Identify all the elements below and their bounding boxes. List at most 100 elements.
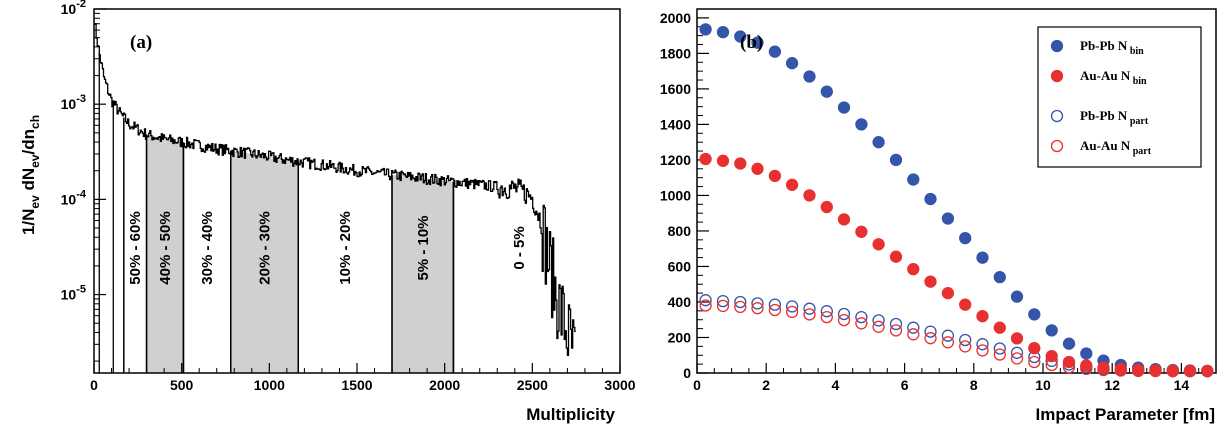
point-au-au-nbin — [1166, 364, 1179, 377]
point-pb-pb-nbin — [820, 85, 833, 98]
legend-marker — [1050, 139, 1064, 153]
y-tick-label: 10-4 — [61, 188, 87, 207]
point-pb-pb-npart — [924, 325, 937, 338]
point-pb-pb-nbin — [1010, 290, 1024, 303]
point-au-au-nbin — [1080, 359, 1093, 372]
band-label: 10% - 20% — [337, 211, 354, 284]
point-pb-pb-npart — [1010, 346, 1024, 359]
band-label: 0 - 5% — [511, 226, 528, 269]
point-au-au-nbin — [924, 275, 937, 288]
point-au-au-nbin — [1132, 363, 1145, 376]
point-au-au-nbin — [907, 262, 920, 276]
legend-label: Pb-Pb N part — [1080, 108, 1149, 127]
point-au-au-npart — [734, 300, 747, 314]
point-au-au-npart — [768, 303, 782, 317]
point-pb-pb-npart — [734, 295, 747, 309]
x-tick-label: 500 — [170, 377, 194, 393]
point-pb-pb-npart — [803, 302, 816, 315]
point-pb-pb-nbin — [855, 118, 868, 131]
y-tick-label: 1000 — [660, 187, 691, 203]
point-au-au-npart — [820, 310, 833, 324]
point-au-au-nbin — [734, 157, 747, 170]
point-au-au-npart — [785, 305, 799, 319]
point-pb-pb-npart — [820, 305, 833, 318]
point-au-au-npart — [837, 313, 851, 327]
point-au-au-nbin — [1062, 355, 1076, 369]
point-pb-pb-npart — [907, 321, 920, 334]
x-tick-label: 10 — [1035, 377, 1051, 393]
panel-a-xlabel: Multiplicity — [526, 405, 615, 424]
y-tick-label: 1200 — [660, 152, 691, 168]
point-pb-pb-nbin — [734, 30, 747, 43]
point-au-au-npart — [1010, 352, 1024, 365]
point-pb-pb-nbin — [803, 70, 816, 83]
point-au-au-npart — [959, 340, 972, 353]
point-pb-pb-nbin — [1062, 337, 1076, 350]
point-pb-pb-nbin — [993, 270, 1006, 284]
band-label: 30% - 40% — [199, 211, 216, 284]
panel-a-ticks: 0 500 1000 1500 2000 2500 3000 10-2 10-3 10-4 10-5 — [61, 0, 636, 393]
point-pb-pb-nbin — [837, 101, 851, 114]
point-pb-pb-npart — [768, 298, 782, 311]
point-pb-pb-npart — [993, 342, 1006, 355]
point-au-au-npart — [907, 328, 920, 341]
point-au-au-nbin — [889, 250, 903, 263]
x-tick-label: 14 — [1174, 377, 1190, 393]
point-pb-pb-nbin — [907, 173, 920, 186]
band-fill — [230, 150, 299, 373]
point-au-au-nbin — [941, 286, 955, 300]
y-tick-label: 1400 — [660, 116, 691, 132]
panel-b: 0 2 4 6 8 10 12 14 0 200 400 600 800 1000 1200 1400 1600… — [660, 8, 1217, 424]
point-au-au-npart — [872, 320, 885, 333]
x-tick-label: 1500 — [341, 377, 372, 393]
y-tick-label: 10-2 — [61, 0, 86, 17]
point-au-au-nbin — [837, 213, 851, 226]
point-au-au-npart — [716, 299, 730, 313]
point-au-au-nbin — [1149, 364, 1162, 377]
band-label: 5% - 10% — [415, 215, 432, 280]
x-tick-label: 8 — [970, 377, 978, 393]
point-pb-pb-npart — [751, 297, 764, 310]
y-tick-label: 1800 — [660, 45, 691, 61]
point-au-au-nbin — [785, 178, 799, 191]
point-pb-pb-nbin — [751, 36, 764, 49]
panel-b-xlabel: Impact Parameter [fm] — [1035, 405, 1215, 424]
point-pb-pb-nbin — [872, 136, 885, 149]
point-au-au-npart — [855, 317, 868, 330]
panel-a-bands — [98, 52, 455, 373]
point-au-au-npart — [803, 308, 816, 321]
point-au-au-npart — [699, 299, 712, 312]
x-tick-label: 0 — [90, 377, 98, 393]
point-au-au-nbin — [993, 321, 1006, 334]
y-tick-label: 600 — [668, 258, 692, 274]
point-au-au-nbin — [959, 298, 972, 311]
point-pb-pb-nbin — [941, 212, 955, 225]
point-pb-pb-npart — [855, 310, 868, 324]
point-pb-pb-nbin — [768, 45, 782, 58]
band-label: 20% - 30% — [257, 211, 274, 284]
x-tick-label: 0 — [693, 377, 701, 393]
point-au-au-nbin — [716, 154, 730, 167]
panel-b-legend: Pb-Pb N bin Au-Au N bin Pb-Pb N part Au-Au … — [1037, 26, 1202, 168]
y-tick-label: 10-5 — [61, 284, 86, 303]
point-au-au-nbin — [803, 189, 816, 202]
point-au-au-npart — [924, 332, 937, 345]
point-pb-pb-npart — [837, 307, 851, 321]
point-pb-pb-npart — [872, 314, 885, 327]
y-tick-label: 1600 — [660, 81, 691, 97]
legend-marker — [1050, 39, 1064, 53]
point-au-au-nbin — [1183, 364, 1197, 378]
legend-marker — [1050, 69, 1064, 83]
point-au-au-nbin — [768, 169, 782, 183]
point-au-au-npart — [976, 344, 989, 357]
band-label: 50% - 60% — [127, 211, 144, 284]
point-au-au-nbin — [1028, 341, 1041, 355]
point-au-au-npart — [889, 324, 903, 337]
point-au-au-npart — [1028, 355, 1041, 369]
legend-marker — [1050, 109, 1064, 123]
y-tick-label: 0 — [683, 365, 691, 381]
point-pb-pb-npart — [976, 338, 989, 351]
panel-b-ticks: 0 2 4 6 8 10 12 14 0 200 400 600 800 1000 1200 1400 1600… — [660, 8, 1217, 393]
legend-label: Au-Au N bin — [1080, 68, 1147, 87]
